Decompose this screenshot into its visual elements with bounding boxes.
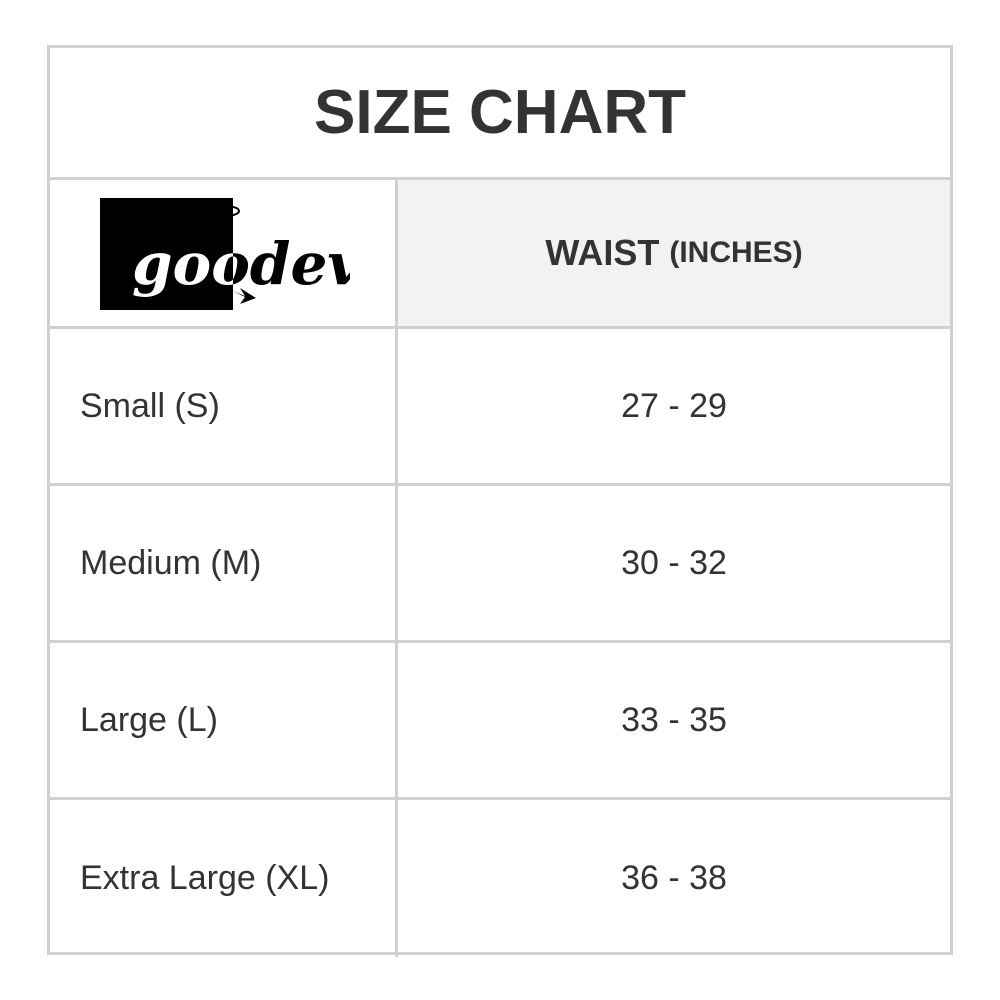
- chart-title: SIZE CHART: [50, 48, 950, 180]
- waist-cell: 27 - 29: [621, 386, 727, 425]
- logo-cell: goodevil: [50, 180, 398, 326]
- unit-label: (INCHES): [669, 236, 803, 269]
- waist-header: WAIST (INCHES): [398, 180, 950, 326]
- waist-cell: 30 - 32: [621, 543, 727, 582]
- size-cell: Small (S): [50, 329, 398, 483]
- header-row: goodevil WAIST (INCHES): [50, 180, 950, 329]
- table-row: Small (S) 27 - 29: [50, 329, 950, 486]
- waist-label: WAIST: [545, 232, 660, 273]
- size-cell: Large (L): [50, 643, 398, 797]
- waist-cell: 36 - 38: [621, 859, 727, 897]
- goodevil-logo: goodevil: [100, 197, 350, 310]
- table-row: Medium (M) 30 - 32: [50, 486, 950, 643]
- table-row: Large (L) 33 - 35: [50, 643, 950, 800]
- size-cell: Medium (M): [50, 486, 398, 640]
- waist-cell: 33 - 35: [621, 700, 727, 739]
- table-row: Extra Large (XL) 36 - 38: [50, 800, 950, 957]
- size-chart-table: SIZE CHART goodevil WAIST (IN: [47, 45, 953, 957]
- size-cell: Extra Large (XL): [50, 800, 398, 957]
- logo-wordmark: goodevil: [132, 230, 350, 298]
